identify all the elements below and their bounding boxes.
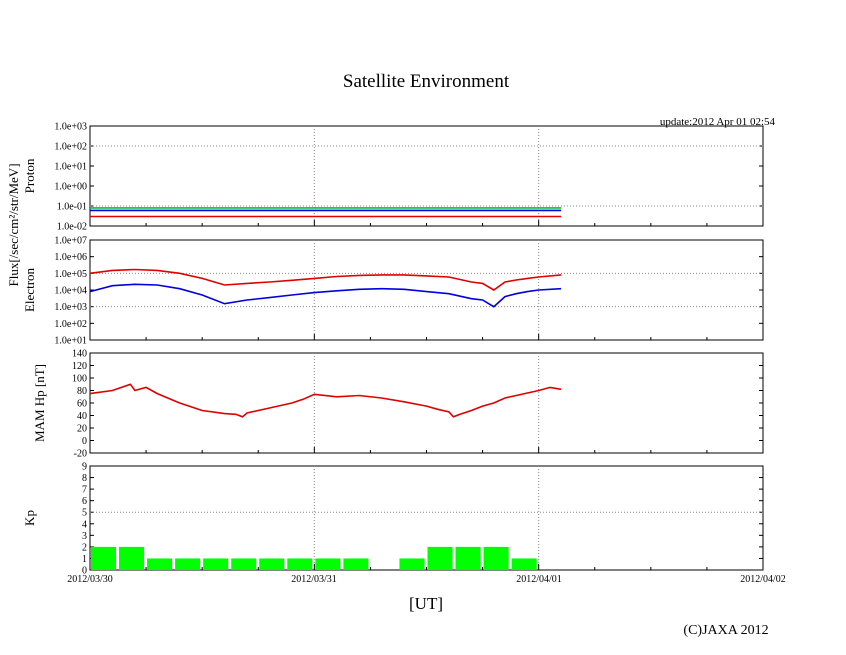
kp-bar xyxy=(399,558,425,570)
y-tick-label: 4 xyxy=(82,519,87,530)
y-tick-label: 20 xyxy=(77,424,87,435)
kp-bar xyxy=(315,558,341,570)
y-tick-label: 2 xyxy=(82,542,87,553)
electron-series-electron-high xyxy=(89,268,562,291)
y-tick-label: 6 xyxy=(82,496,87,507)
kp-bar xyxy=(343,558,369,570)
y-tick-label: 1.0e+02 xyxy=(54,319,87,330)
y-tick-label: 0 xyxy=(82,436,87,447)
y-tick-label: 1.0e+01 xyxy=(54,162,87,173)
proton-panel: 1.0e+03 1.0e+02 1.0e+01 1.0e+00 1.0e-01 1.0e-… xyxy=(22,122,764,233)
mam-hp-axis-label: MAM Hp [nT] xyxy=(32,364,47,442)
y-tick-label: 1.0e-02 xyxy=(57,222,87,233)
y-tick-label: 1.0e+02 xyxy=(54,142,87,153)
chart-title: Satellite Environment xyxy=(343,71,510,92)
kp-bar xyxy=(147,558,173,570)
x-axis-label: [UT] xyxy=(409,594,443,613)
x-tick-label: 2012/04/02 xyxy=(740,574,786,585)
y-tick-label: 1.0e+05 xyxy=(54,269,87,280)
y-tick-label: 1.0e+00 xyxy=(54,182,87,193)
update-timestamp: update:2012 Apr 01 02:54 xyxy=(660,116,776,128)
y-tick-label: 3 xyxy=(82,531,87,542)
kp-bar xyxy=(427,546,453,570)
y-tick-label: 0 xyxy=(82,566,87,577)
y-tick-label: 60 xyxy=(77,399,87,410)
y-tick-label: 1 xyxy=(82,554,87,565)
y-tick-label: 1.0e+03 xyxy=(54,122,87,133)
y-tick-label: 1.0e+04 xyxy=(54,286,87,297)
electron-panel: 1.0e+07 1.0e+06 1.0e+05 1.0e+04 1.0e+03 1.0e+… xyxy=(22,236,764,347)
y-tick-label: 1.0e+07 xyxy=(54,236,87,247)
y-tick-label: 5 xyxy=(82,508,87,519)
y-tick-label: 8 xyxy=(82,473,87,484)
y-tick-label: 80 xyxy=(77,386,87,397)
x-tick-label: 2012/04/01 xyxy=(516,574,562,585)
y-tick-label: 120 xyxy=(72,361,87,372)
electron-frame xyxy=(89,239,764,341)
electron-axis-label: Electron xyxy=(22,267,37,312)
kp-bar xyxy=(231,558,257,570)
y-tick-label: 7 xyxy=(82,485,87,496)
y-tick-label: 1.0e+01 xyxy=(54,336,87,347)
y-tick-label: 9 xyxy=(82,462,87,473)
y-tick-label: 1.0e-01 xyxy=(57,202,87,213)
y-tick-label: 1.0e+03 xyxy=(54,302,87,313)
mam-hp-frame xyxy=(89,352,764,454)
kp-bar xyxy=(287,558,313,570)
kp-bar xyxy=(119,546,145,570)
mam-hp-series-Hp xyxy=(89,383,562,418)
kp-bar xyxy=(483,546,509,570)
kp-bar xyxy=(203,558,229,570)
y-tick-label: 140 xyxy=(72,349,87,360)
kp-frame xyxy=(89,465,764,571)
kp-bar xyxy=(91,546,117,570)
y-tick-label: 1.0e+06 xyxy=(54,252,87,263)
copyright-text: (C)JAXA 2012 xyxy=(683,623,768,638)
kp-bar xyxy=(175,558,201,570)
proton-axis-label: Proton xyxy=(22,158,37,193)
x-tick-label: 2012/03/30 xyxy=(67,574,113,585)
y-tick-label: -20 xyxy=(74,449,87,460)
x-tick-label: 2012/03/31 xyxy=(291,574,337,585)
kp-bar xyxy=(455,546,481,570)
kp-bar xyxy=(259,558,285,570)
kp-bar xyxy=(511,558,537,570)
y-tick-label: 40 xyxy=(77,411,87,422)
electron-series-electron-low xyxy=(89,283,562,308)
kp-axis-label: Kp xyxy=(22,510,37,526)
y-tick-label: 100 xyxy=(72,374,87,385)
flux-group-label: Flux[/sec/cm²/str/MeV] xyxy=(6,163,21,286)
